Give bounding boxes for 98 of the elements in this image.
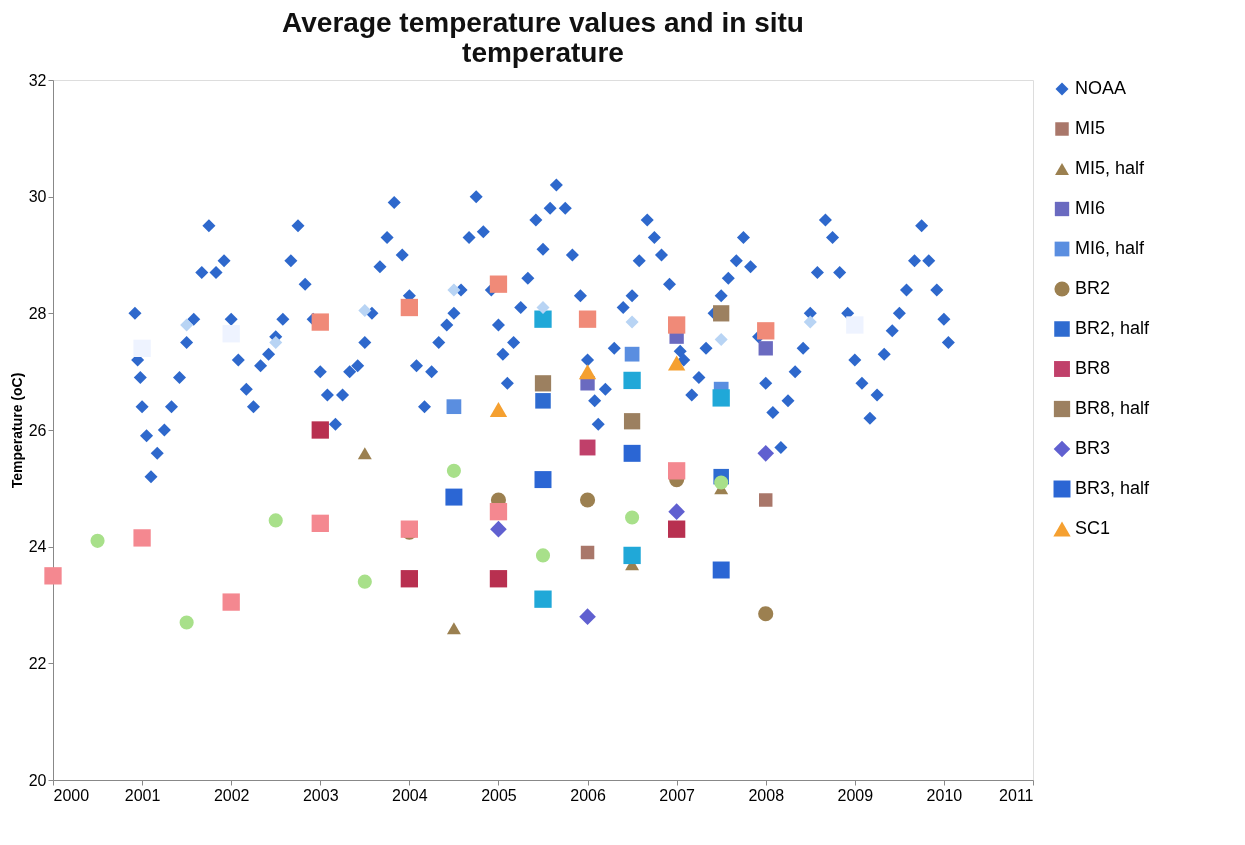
legend-label: BR2, half bbox=[1075, 318, 1151, 338]
point bbox=[357, 574, 372, 589]
point bbox=[668, 503, 685, 520]
x-tick-label: 2008 bbox=[748, 786, 785, 804]
point bbox=[667, 316, 686, 334]
legend-label: BR3, half bbox=[1075, 478, 1151, 498]
point bbox=[447, 283, 461, 297]
point bbox=[358, 303, 372, 317]
x-tick-label: 2011 bbox=[999, 786, 1034, 804]
y-tick-label: 26 bbox=[28, 421, 47, 439]
x-tick-label: 2005 bbox=[481, 786, 517, 804]
x-tick-label: 2004 bbox=[392, 786, 428, 804]
point bbox=[757, 322, 775, 340]
point bbox=[534, 310, 552, 328]
point bbox=[714, 475, 729, 490]
legend-label: MI5, half bbox=[1075, 158, 1146, 178]
point bbox=[489, 570, 508, 588]
legend-label: BR8 bbox=[1075, 358, 1111, 378]
y-tick-label: 30 bbox=[28, 188, 47, 206]
point bbox=[490, 520, 507, 538]
point bbox=[133, 339, 151, 357]
point bbox=[667, 462, 686, 480]
point bbox=[534, 471, 552, 489]
point bbox=[535, 548, 551, 563]
x-tick-label: 2000 bbox=[53, 786, 90, 804]
x-tick-label: 2007 bbox=[659, 786, 696, 804]
y-tick-label: 22 bbox=[28, 654, 47, 672]
point bbox=[489, 503, 508, 521]
point bbox=[667, 520, 686, 538]
legend-label: MI5 bbox=[1075, 118, 1106, 138]
point bbox=[712, 389, 730, 407]
x-tick-label: 2001 bbox=[124, 786, 161, 804]
point bbox=[713, 305, 730, 322]
point bbox=[580, 545, 595, 560]
point bbox=[534, 375, 552, 392]
point bbox=[536, 300, 550, 315]
point bbox=[758, 341, 773, 356]
point bbox=[489, 275, 508, 293]
point bbox=[714, 333, 728, 347]
point bbox=[846, 316, 864, 334]
point bbox=[535, 393, 551, 409]
x-tick-label: 2002 bbox=[213, 786, 250, 804]
x-tick-label: 2006 bbox=[570, 786, 606, 804]
point bbox=[222, 593, 240, 611]
y-tick-label: 20 bbox=[28, 771, 47, 789]
legend-label: MI6 bbox=[1075, 198, 1106, 218]
point bbox=[623, 413, 641, 430]
x-tick-label: 2010 bbox=[926, 786, 963, 804]
point bbox=[623, 371, 641, 390]
point bbox=[90, 533, 105, 548]
point bbox=[667, 355, 686, 371]
y-tick-label: 28 bbox=[28, 304, 47, 322]
y-tick-label: 32 bbox=[28, 71, 47, 89]
point bbox=[311, 514, 329, 532]
point bbox=[758, 493, 773, 507]
point bbox=[579, 492, 596, 508]
legend-label: MI6, half bbox=[1075, 238, 1146, 258]
point bbox=[534, 590, 552, 608]
point bbox=[311, 313, 329, 331]
point bbox=[757, 445, 775, 462]
point bbox=[446, 463, 461, 478]
point bbox=[446, 622, 461, 635]
point bbox=[179, 615, 194, 630]
point bbox=[268, 513, 283, 528]
point bbox=[446, 399, 462, 415]
point bbox=[400, 298, 419, 317]
point bbox=[269, 335, 283, 350]
x-tick-label: 2003 bbox=[302, 786, 339, 804]
point bbox=[400, 520, 419, 538]
legend-label: NOAA bbox=[1075, 78, 1127, 98]
legend-label: BR2 bbox=[1075, 278, 1111, 298]
legend-label: BR3 bbox=[1075, 438, 1111, 458]
point bbox=[180, 318, 194, 332]
point bbox=[579, 608, 596, 625]
point bbox=[357, 447, 372, 460]
point bbox=[489, 402, 508, 418]
legend-label: SC1 bbox=[1075, 518, 1111, 538]
legend-label: BR8, half bbox=[1075, 398, 1151, 418]
point bbox=[624, 346, 640, 362]
point bbox=[578, 310, 597, 328]
y-axis-title: Temperature (oC) bbox=[8, 372, 25, 489]
point bbox=[623, 444, 641, 462]
point bbox=[445, 488, 463, 506]
x-tick-label: 2009 bbox=[837, 786, 874, 804]
point bbox=[758, 606, 774, 622]
point bbox=[623, 546, 641, 565]
point bbox=[311, 421, 329, 439]
y-tick-label: 24 bbox=[28, 538, 47, 556]
point bbox=[625, 315, 639, 329]
point bbox=[803, 315, 817, 329]
point bbox=[400, 570, 419, 588]
point bbox=[625, 510, 640, 525]
point bbox=[222, 325, 240, 343]
point bbox=[44, 567, 62, 585]
chart-title: Average temperature values and in situ temperature bbox=[282, 7, 804, 68]
point bbox=[712, 561, 730, 579]
point bbox=[578, 364, 597, 380]
point bbox=[133, 529, 151, 547]
